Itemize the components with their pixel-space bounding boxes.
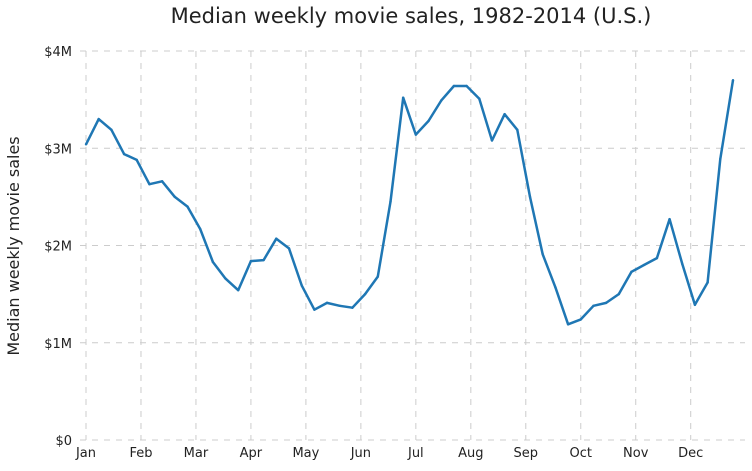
data-point [465, 84, 468, 88]
data-point [275, 237, 278, 240]
data-point [389, 200, 392, 203]
data-point [198, 227, 202, 231]
x-tick-labels: Jan Feb Mar Apr May Jun Jul Aug Sep Oct Nov Dec [75, 446, 703, 461]
chart-title: Median weekly movie sales, 1982-2014 (U.… [171, 4, 652, 28]
data-point [186, 205, 189, 208]
y-tick-labels: $0 $1M $2M $3M $4M [44, 45, 72, 449]
x-tick-label: Dec [678, 446, 703, 461]
data-point [325, 301, 329, 305]
y-tick-label: $2M [44, 240, 72, 255]
data-point [642, 263, 646, 267]
y-tick-label: $1M [44, 337, 72, 352]
data-point [706, 281, 709, 284]
data-point [440, 99, 443, 102]
data-point [84, 143, 88, 146]
x-tick-label: Jan [75, 446, 96, 461]
data-point [579, 318, 582, 321]
data-point [490, 139, 494, 142]
y-tick-label: $3M [44, 142, 72, 157]
data-point [478, 97, 481, 100]
data-point [211, 260, 215, 264]
y-tick-label: $4M [44, 45, 72, 60]
data-point [655, 256, 659, 260]
data-point [541, 253, 544, 256]
x-tick-label: Aug [458, 446, 483, 461]
data-point [376, 275, 379, 278]
data-point [160, 180, 164, 183]
data-point [97, 117, 100, 121]
data-point [287, 247, 291, 250]
data-points [84, 78, 735, 326]
data-point [604, 301, 608, 305]
data-point [668, 218, 671, 221]
data-point [693, 303, 697, 307]
data-point [630, 270, 633, 273]
x-tick-label: May [292, 446, 319, 461]
data-point [617, 292, 621, 296]
x-tick-label: Apr [240, 446, 263, 461]
data-point [566, 323, 570, 326]
data-point [401, 96, 405, 99]
x-tick-label: Nov [623, 446, 649, 461]
data-point [731, 78, 735, 82]
data-point [528, 195, 532, 199]
data-point [503, 113, 506, 116]
data-point [122, 152, 126, 156]
data-point [300, 284, 303, 287]
data-point [452, 84, 456, 88]
data-point [148, 183, 151, 186]
data-point [313, 308, 316, 311]
series-line [84, 80, 735, 326]
data-point [554, 286, 557, 289]
data-point [237, 289, 240, 292]
data-point [592, 304, 595, 307]
data-point [110, 128, 113, 131]
x-tick-label: Sep [514, 446, 539, 461]
data-point [351, 306, 354, 309]
x-tick-label: Jul [407, 446, 424, 461]
data-point [262, 258, 265, 262]
data-point [338, 304, 341, 307]
data-point [427, 119, 430, 123]
data-point [173, 195, 177, 199]
data-point [249, 259, 253, 263]
x-tick-label: Feb [129, 446, 152, 461]
x-tick-label: Oct [570, 446, 592, 461]
x-tick-label: Mar [184, 446, 209, 461]
grid [80, 50, 745, 441]
data-point [516, 128, 519, 131]
data-point [224, 277, 227, 280]
data-point [363, 292, 367, 296]
data-point [719, 157, 722, 161]
data-point [414, 133, 418, 136]
data-point [681, 262, 684, 266]
y-tick-label: $0 [55, 434, 72, 449]
y-axis-label: Median weekly movie sales [4, 136, 23, 355]
x-tick-label: Jun [350, 446, 371, 461]
data-point [135, 158, 138, 162]
